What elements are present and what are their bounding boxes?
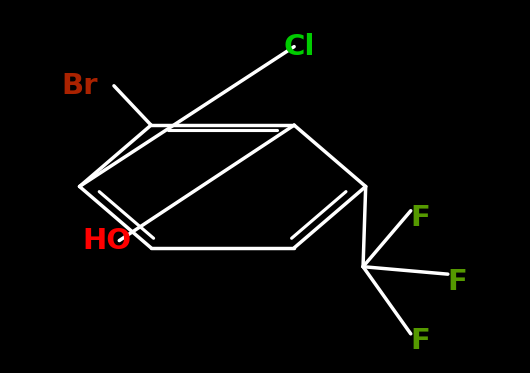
Text: Br: Br: [61, 72, 98, 100]
Text: F: F: [411, 204, 430, 232]
Text: Cl: Cl: [284, 32, 315, 61]
Text: HO: HO: [82, 226, 131, 255]
Text: F: F: [448, 267, 467, 296]
Text: F: F: [411, 327, 430, 355]
